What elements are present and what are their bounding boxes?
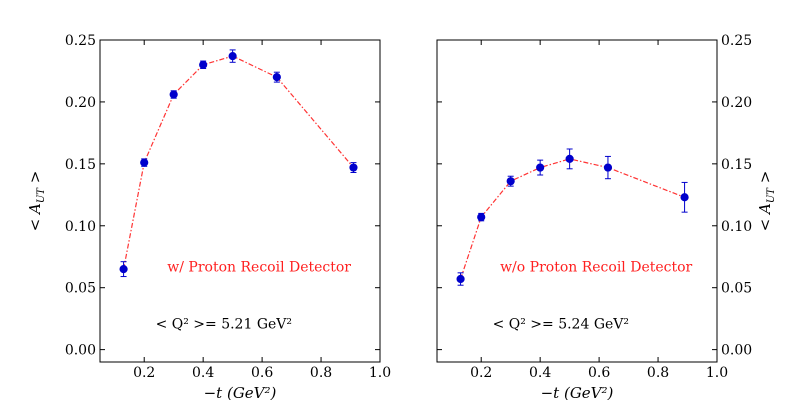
panel-right-data-point [680, 193, 689, 202]
panel-left-data-point [119, 265, 128, 274]
panel-left-ytick-label: 0.15 [65, 157, 96, 173]
panel-left-xlabel: −t (GeV²) [204, 384, 277, 400]
panel-right-xlabel: −t (GeV²) [541, 384, 614, 400]
panel-right-data-point [565, 154, 574, 163]
panel-left-series-line [122, 55, 354, 270]
panel-left-detector-annotation: w/ Proton Recoil Detector [167, 260, 351, 276]
panel-right-q2-annotation: < Q² >= 5.24 GeV² [493, 317, 629, 333]
panel-right-xtick-label: 0.8 [647, 365, 669, 381]
panel-right-xtick-label: 0.4 [529, 365, 551, 381]
panel-left-data-point [140, 158, 149, 167]
panel-left-frame [99, 39, 381, 363]
panel-left-ytick-label: 0.25 [65, 33, 96, 49]
panel-right-data-point [456, 274, 465, 284]
panel-left-q2-annotation: < Q² >= 5.21 GeV² [156, 317, 292, 333]
panel-left-data-point [169, 90, 178, 99]
panel-left-data-point [199, 60, 208, 69]
panel-right-data-point [603, 163, 613, 172]
panel-left-ytick-label: 0.05 [65, 281, 96, 297]
panel-left-group: 0.2 0.4 0.6 0.8 1.0 0.00 0.05 0.10 0.15 0.20 0.25 −… [26, 33, 391, 400]
panel-right-ytick-label: 0.10 [721, 219, 752, 235]
panel-right-data-point [477, 213, 486, 222]
panel-right-ytick-label: 0.00 [721, 343, 752, 359]
panel-right-ytick-label: 0.15 [721, 157, 752, 173]
panel-left-ytick-label: 0.00 [65, 343, 96, 359]
panel-right-ytick-label: 0.20 [721, 95, 752, 111]
panel-left-xtick-label: 0.6 [251, 365, 273, 381]
panel-right-detector-annotation: w/o Proton Recoil Detector [500, 260, 692, 276]
panel-left-xtick-label: 1.0 [369, 365, 391, 381]
panel-right-ylabel: < AUT > [756, 171, 777, 232]
panel-right-xtick-label: 0.2 [470, 365, 492, 381]
panel-left-ytick-label: 0.10 [65, 219, 96, 235]
panel-left-data-point [272, 73, 281, 82]
panel-left-ytick-label: 0.20 [65, 95, 96, 111]
panel-right-data-point [536, 163, 545, 172]
panel-right-data-point [506, 177, 515, 186]
panel-left-xtick-label: 0.8 [310, 365, 332, 381]
panel-right-xtick-label: 1.0 [706, 365, 728, 381]
panel-right-ytick-label: 0.25 [721, 33, 752, 49]
panel-left-data-point [228, 52, 237, 61]
panel-right-ytick-label: 0.05 [721, 281, 752, 297]
panel-left-data-point [349, 163, 358, 172]
panel-right-group: 0.2 0.4 0.6 0.8 1.0 0.00 0.05 0.10 0.15 0.20 0.25 −… [436, 33, 777, 400]
panel-left-ylabel: < AUT > [26, 171, 47, 232]
panel-left-xtick-label: 0.4 [192, 365, 214, 381]
panel-right-xtick-label: 0.6 [588, 365, 610, 381]
panel-right-frame [436, 39, 718, 363]
panel-left-xtick-label: 0.2 [133, 365, 155, 381]
